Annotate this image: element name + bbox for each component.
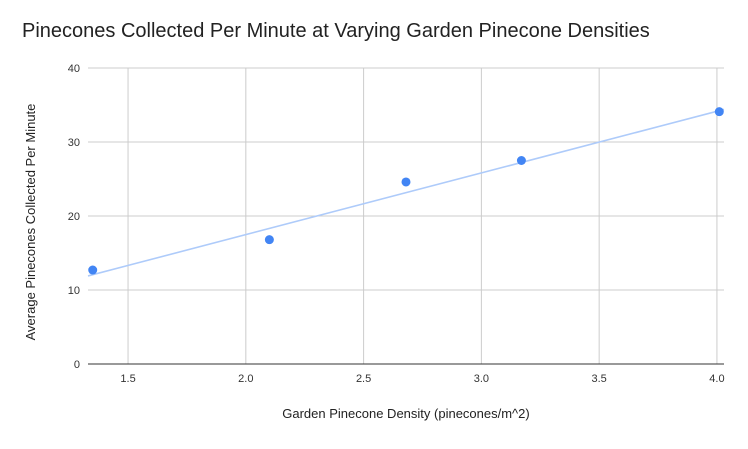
data-point	[516, 156, 526, 165]
x-tick-label: 2.5	[356, 373, 371, 385]
y-tick-label: 40	[68, 63, 80, 75]
x-tick-label: 1.5	[120, 373, 135, 385]
grid	[88, 67, 724, 364]
data-point	[401, 177, 411, 187]
y-tick-label: 10	[68, 285, 80, 297]
data-points	[88, 107, 724, 275]
y-tick-label: 0	[74, 359, 80, 371]
data-point	[264, 235, 274, 245]
trendline-layer	[87, 108, 725, 277]
x-tick-label: 3.0	[474, 373, 489, 385]
x-axis-label: Garden Pinecone Density (pinecones/m^2)	[282, 406, 529, 421]
y-tick-label: 20	[68, 211, 80, 223]
x-tick-label: 3.5	[592, 373, 607, 385]
chart-title: Pinecones Collected Per Minute at Varyin…	[22, 20, 650, 42]
data-point	[714, 107, 724, 117]
data-point	[88, 265, 98, 275]
trendline	[87, 108, 725, 277]
tick-labels: 0 10 20 30 40 1.5 2.0 2.5 3.0 3.5 4.0	[68, 63, 725, 385]
x-tick-label: 2.0	[238, 373, 253, 385]
y-tick-label: 30	[68, 137, 80, 149]
y-axis-label: Average Pinecones Collected Per Minute	[23, 104, 38, 341]
x-tick-label: 4.0	[709, 373, 724, 385]
